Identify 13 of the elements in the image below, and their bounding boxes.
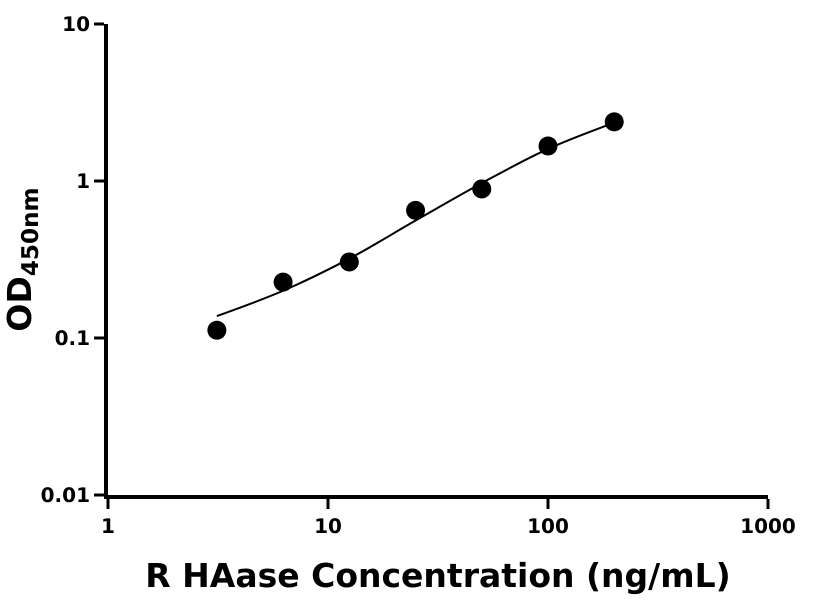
x-axis-title: R HAase Concentration (ng/mL) bbox=[145, 556, 731, 596]
y-tick-label: 10 bbox=[62, 12, 90, 36]
point bbox=[274, 272, 293, 292]
point bbox=[207, 320, 226, 340]
x-tick-label: 10 bbox=[314, 514, 342, 538]
y-tick-label: 1 bbox=[76, 169, 90, 193]
x-tick-label: 100 bbox=[527, 514, 569, 538]
y-tick-label: 0.01 bbox=[40, 483, 90, 507]
point bbox=[406, 200, 426, 220]
x-tick-label: 1000 bbox=[740, 514, 796, 538]
point bbox=[604, 112, 624, 132]
y-tick-label: 0.1 bbox=[54, 326, 90, 350]
x-tick-label: 1 bbox=[101, 514, 115, 538]
